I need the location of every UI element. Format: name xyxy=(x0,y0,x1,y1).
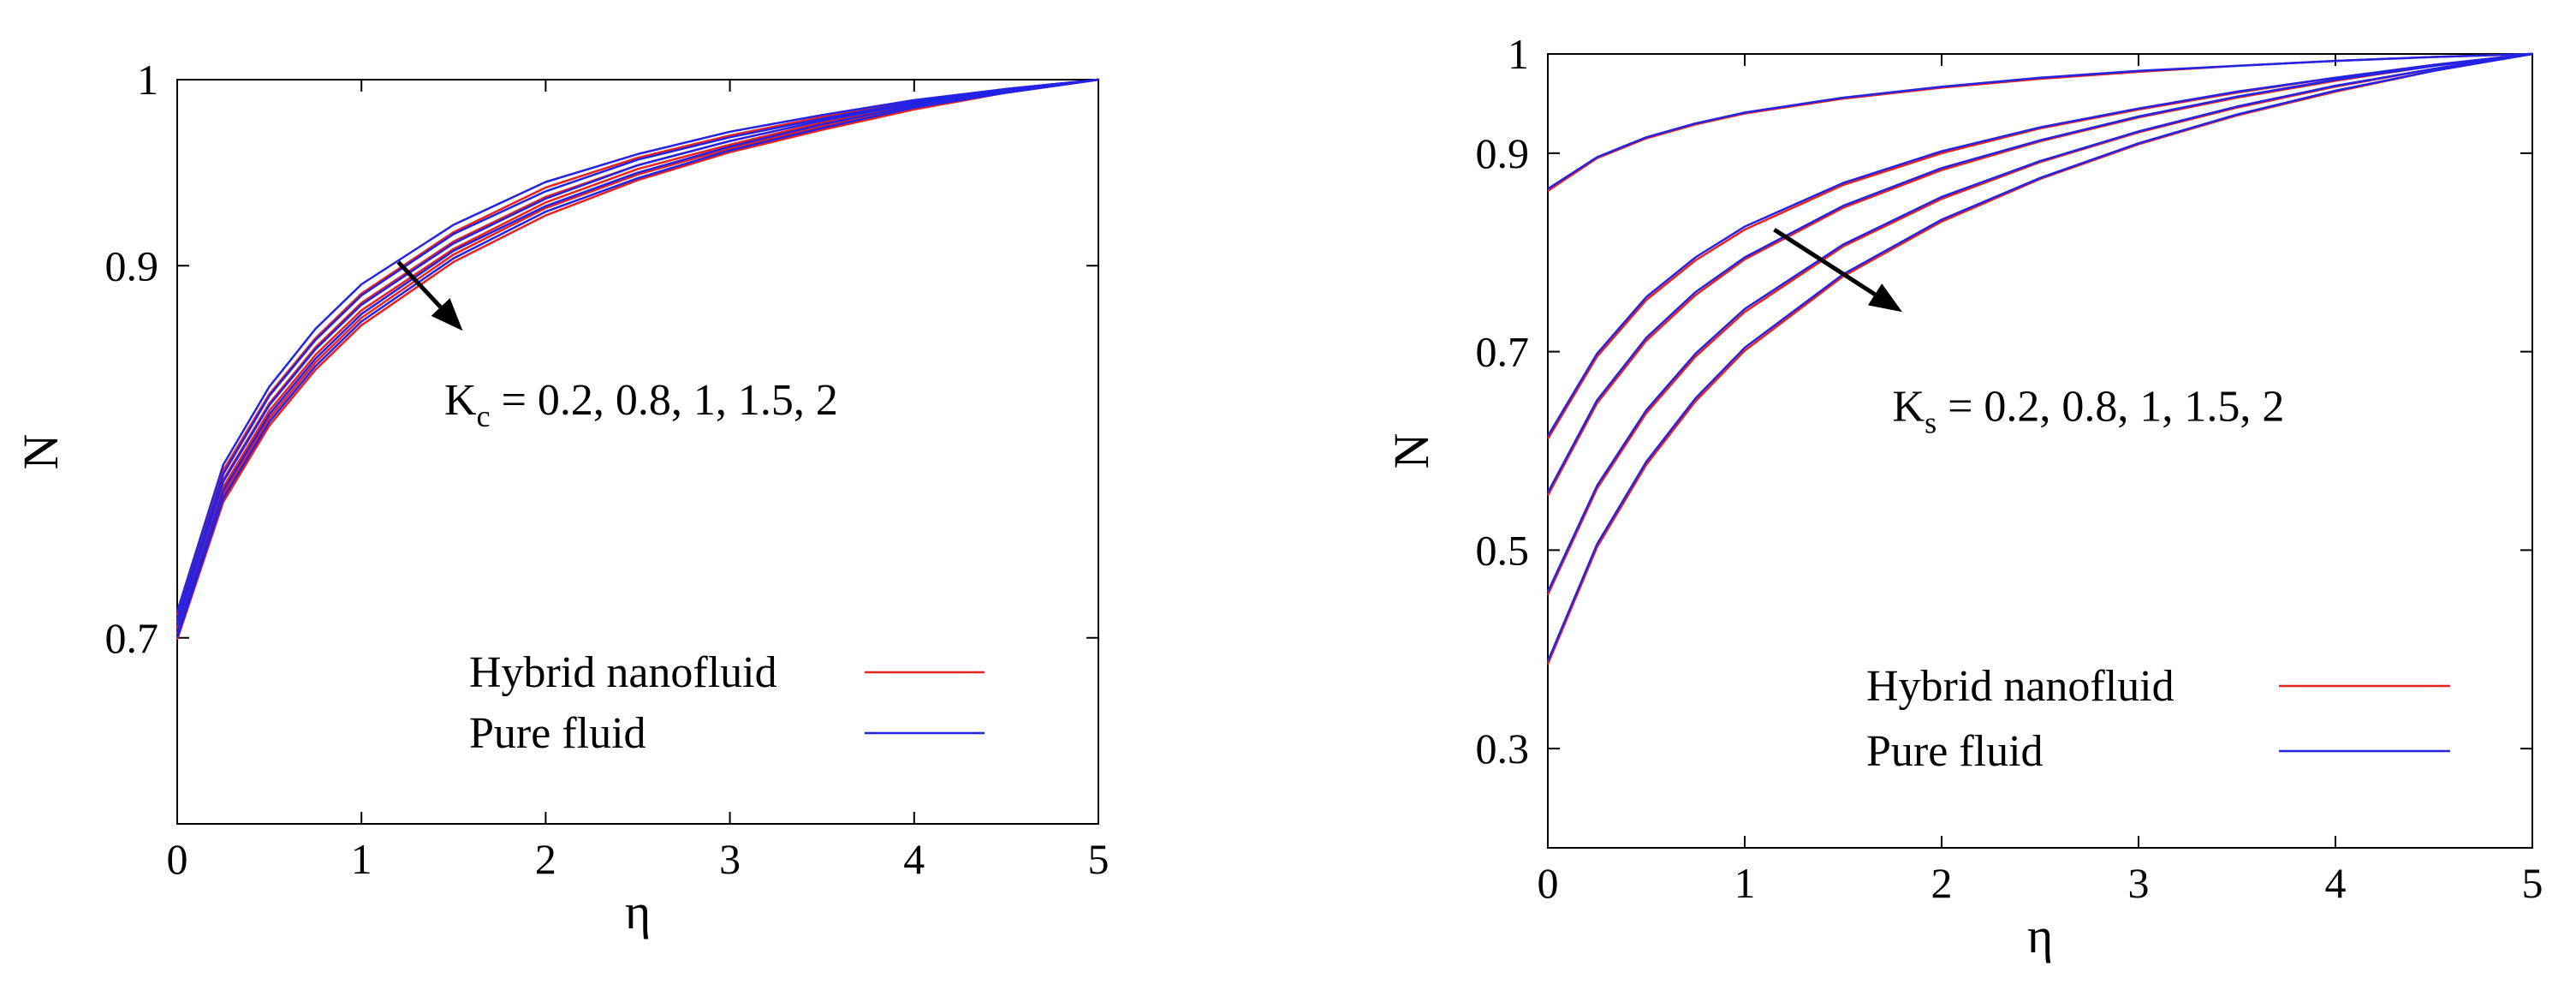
series-line-hybrid-nanofluid-2 xyxy=(1546,52,2533,665)
annotation-symbol: K xyxy=(1893,383,1925,432)
legend-label-pure: Pure fluid xyxy=(469,709,646,758)
x-tick-label: 1 xyxy=(1734,859,1756,907)
annotation-symbol: K xyxy=(444,376,477,425)
annotation-arrowhead xyxy=(1867,283,1902,313)
annotation-values: = 0.2, 0.8, 1, 1.5, 2 xyxy=(491,376,838,425)
series-line-hybrid-nanofluid-0_8 xyxy=(1546,52,2533,440)
y-axis-label: N xyxy=(1383,433,1439,469)
legend-label-hybrid: Hybrid nanofluid xyxy=(469,648,777,697)
x-tick-label: 5 xyxy=(2522,859,2543,907)
annotation-arrow xyxy=(396,260,443,309)
y-tick-label: 0.5 xyxy=(1476,526,1530,574)
series-line-hybrid-nanofluid-1_5 xyxy=(176,78,1099,635)
x-tick-label: 3 xyxy=(2128,859,2150,907)
plot-frame xyxy=(1547,53,2533,849)
series-line-pure-fluid-2 xyxy=(176,78,1099,639)
plot-frame xyxy=(176,79,1099,825)
x-tick-label: 4 xyxy=(2325,859,2347,907)
x-tick-label: 0 xyxy=(167,835,188,883)
annotation-values: = 0.2, 0.8, 1, 1.5, 2 xyxy=(1936,383,2284,432)
x-axis-label: η xyxy=(625,884,651,939)
annotation-subscript: s xyxy=(1925,406,1936,440)
series-line-hybrid-nanofluid-2 xyxy=(176,78,1099,641)
x-tick-label: 4 xyxy=(903,835,925,883)
annotation-arrow xyxy=(1773,227,1877,296)
series-line-pure-fluid-1_5 xyxy=(176,78,1099,633)
left-chart: 0 1 2 3 4 5 0.7 0.9 1 η N Kc = 0.2, 0.8, 1, 1.5, 2 H… xyxy=(13,56,1110,939)
annotation-label: Ks = 0.2, 0.8, 1, 1.5, 2 xyxy=(1893,383,2285,440)
series-line-pure-fluid-1 xyxy=(1546,52,2533,493)
y-tick-label: 0.9 xyxy=(1476,129,1530,177)
x-tick-label: 2 xyxy=(535,835,556,883)
series-line-pure-fluid-0_8 xyxy=(1546,52,2533,437)
x-tick-label: 3 xyxy=(719,835,741,883)
legend-label-pure: Pure fluid xyxy=(1866,727,2044,776)
x-tick-label: 1 xyxy=(351,835,372,883)
annotation-label: Kc = 0.2, 0.8, 1, 1.5, 2 xyxy=(444,376,838,433)
x-tick-label: 0 xyxy=(1538,859,1559,907)
series-line-hybrid-nanofluid-1 xyxy=(176,78,1099,629)
series-line-pure-fluid-1 xyxy=(176,78,1099,625)
y-axis-label: N xyxy=(13,434,68,470)
series-line-hybrid-nanofluid-0_8 xyxy=(176,78,1099,623)
annotation-subscript: c xyxy=(477,399,491,433)
x-tick-label: 5 xyxy=(1088,835,1110,883)
y-tick-label: 0.7 xyxy=(105,614,159,662)
series-line-pure-fluid-1_5 xyxy=(1546,52,2533,593)
x-axis-label: η xyxy=(2027,908,2053,963)
y-tick-label: 0.3 xyxy=(1476,725,1530,772)
series-line-pure-fluid-0_2 xyxy=(1547,52,2533,190)
legend-label-hybrid: Hybrid nanofluid xyxy=(1866,662,2174,711)
right-chart: 0 1 2 3 4 5 0.3 0.5 0.7 0.9 1 η N Ks = 0.2, 0.8, 1, 1… xyxy=(1383,30,2543,963)
x-tick-label: 2 xyxy=(1931,859,1953,907)
y-tick-label: 0.7 xyxy=(1476,328,1530,376)
series-line-pure-fluid-0_8 xyxy=(176,78,1099,620)
y-tick-label: 0.9 xyxy=(105,242,159,289)
series-line-hybrid-nanofluid-1_5 xyxy=(1546,52,2533,596)
annotation-arrowhead xyxy=(431,298,463,331)
series-line-pure-fluid-0_2 xyxy=(176,78,1099,612)
series-line-pure-fluid-2 xyxy=(1546,52,2533,662)
y-tick-label: 1 xyxy=(137,56,158,104)
y-tick-label: 1 xyxy=(1508,30,1529,78)
